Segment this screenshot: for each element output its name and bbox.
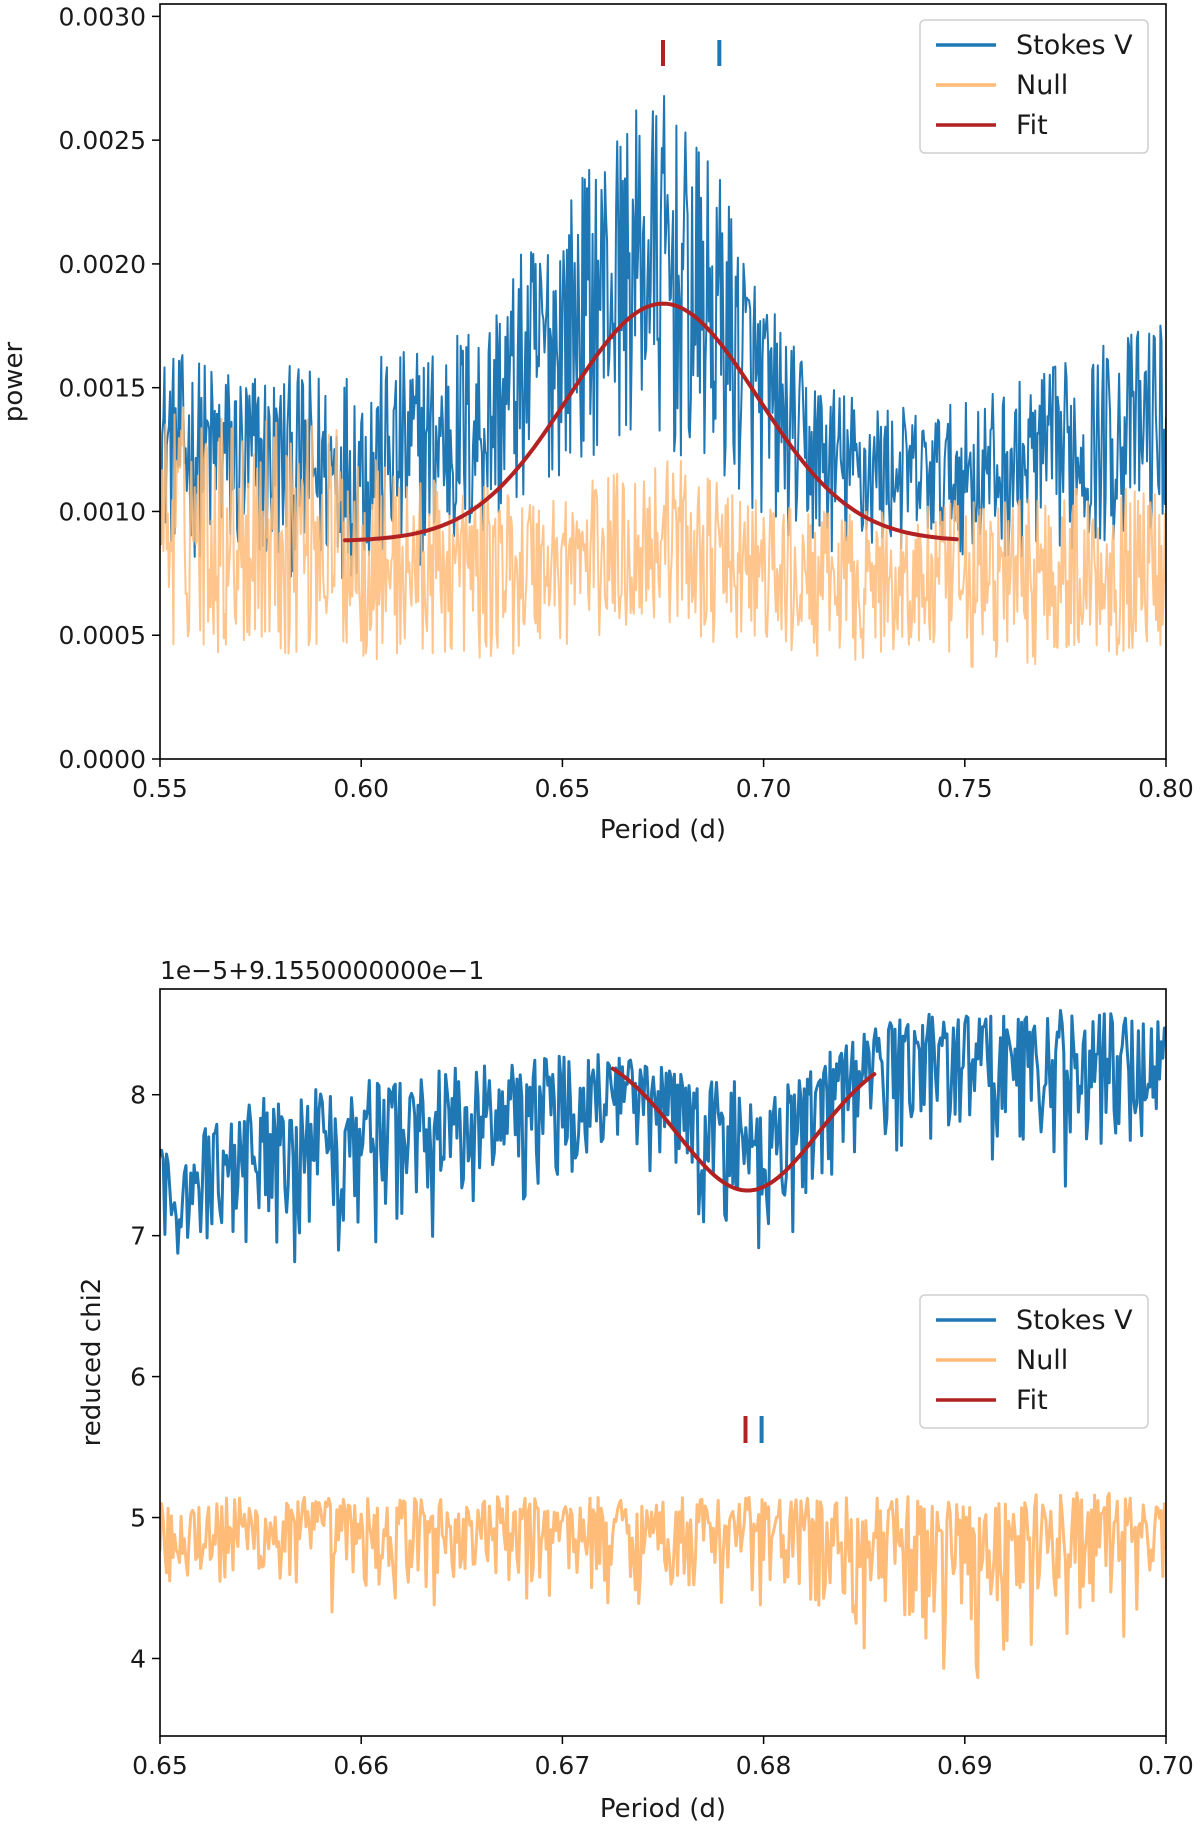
bottom-x-tick-label: 0.68	[736, 1751, 792, 1780]
top-y-tick-label: 0.0030	[59, 2, 146, 31]
top-x-tick-label: 0.70	[736, 774, 792, 803]
bottom-series-stokes-v	[160, 1009, 1166, 1264]
bottom-y-tick-label: 5	[130, 1504, 146, 1533]
top-x-axis: 0.55 0.60 0.65 0.70 0.75 0.80	[132, 759, 1194, 803]
bottom-legend-label-stokes: Stokes V	[1016, 1305, 1133, 1336]
bottom-x-tick-label: 0.66	[333, 1751, 389, 1780]
top-panel: 0.55 0.60 0.65 0.70 0.75 0.80 0.00000.00050.0…	[0, 2, 1194, 845]
top-y-tick-label: 0.0005	[59, 621, 146, 650]
bottom-y-offset-text: 1e−5+9.1550000000e−1	[160, 956, 484, 985]
bottom-y-tick-label: 8	[130, 1081, 146, 1110]
bottom-y-axis-label: reduced chi2	[77, 1278, 107, 1447]
top-legend: Stokes V Null Fit	[919, 19, 1149, 154]
top-x-tick-label: 0.55	[132, 774, 188, 803]
bottom-x-axis-label: Period (d)	[600, 1794, 726, 1824]
top-legend-label-null: Null	[1016, 70, 1068, 101]
top-legend-label-fit: Fit	[1016, 110, 1048, 141]
bottom-x-axis: 0.65 0.66 0.67 0.68 0.69 0.70	[132, 1736, 1194, 1780]
top-y-tick-label: 0.0020	[59, 250, 146, 279]
top-y-axis: 0.0000 0.0005 0.0010 0.0015 0.0020 0.0025 0.00…	[59, 2, 160, 774]
top-series-null	[160, 406, 1166, 669]
top-y-axis-label: power	[0, 342, 29, 423]
bottom-axes-frame	[159, 988, 1167, 1737]
top-x-tick-label: 0.80	[1138, 774, 1194, 803]
top-y-tick-label: 0.0025	[59, 126, 146, 155]
bottom-panel: 1e−5+9.1550000000e−1 0.65 0.66 0.67 0.68 0.6…	[77, 956, 1194, 1824]
bottom-y-axis: 4 5 6 7 8	[130, 1081, 160, 1673]
bottom-x-tick-label: 0.67	[535, 1751, 591, 1780]
bottom-legend-box	[919, 1294, 1149, 1429]
bottom-period-markers	[743, 1416, 764, 1443]
top-series-fit	[343, 301, 959, 543]
top-x-tick-label: 0.60	[333, 774, 389, 803]
top-plot-area	[160, 95, 1166, 669]
bottom-legend-label-fit: Fit	[1016, 1385, 1048, 1416]
top-y-tick-label: 0.0000	[59, 745, 146, 774]
top-x-tick-label: 0.75	[937, 774, 993, 803]
bottom-series-fit	[610, 1066, 877, 1193]
top-x-tick-label: 0.65	[535, 774, 591, 803]
bottom-x-tick-label: 0.70	[1138, 1751, 1194, 1780]
top-x-axis-label: Period (d)	[600, 815, 726, 845]
top-legend-box	[919, 19, 1149, 154]
top-legend-label-stokes: Stokes V	[1016, 30, 1133, 61]
top-axes-frame	[159, 3, 1167, 760]
bottom-legend-label-null: Null	[1016, 1345, 1068, 1376]
bottom-y-tick-label: 7	[130, 1222, 146, 1251]
bottom-y-tick-label: 6	[130, 1363, 146, 1392]
bottom-series-null	[160, 1491, 1166, 1680]
bottom-legend: Stokes V Null Fit	[919, 1294, 1149, 1429]
bottom-y-tick-label: 4	[130, 1644, 146, 1673]
top-y-tick-label: 0.0015	[59, 374, 146, 403]
top-period-markers	[661, 40, 722, 66]
bottom-x-tick-label: 0.69	[937, 1751, 993, 1780]
top-y-tick-label: 0.0010	[59, 497, 146, 526]
bottom-x-tick-label: 0.65	[132, 1751, 188, 1780]
bottom-plot-area	[160, 1009, 1166, 1680]
